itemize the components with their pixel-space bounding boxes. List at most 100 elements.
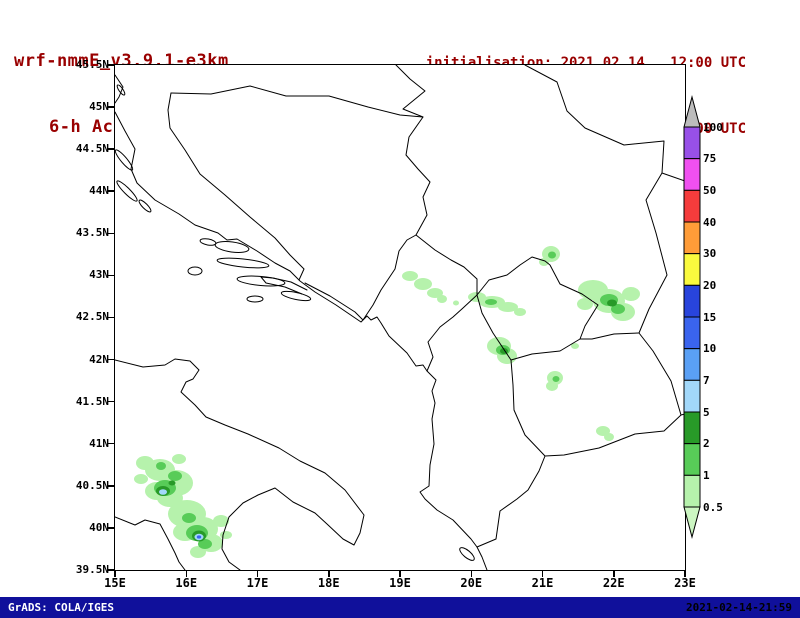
x-axis-tick	[114, 570, 116, 577]
border-croatia-bosnia-south	[304, 282, 363, 320]
x-axis-label: 16E	[175, 576, 198, 590]
x-axis-label: 19E	[389, 576, 411, 590]
border-montenegro-albania	[426, 294, 477, 371]
colorbar-level-label: 30	[703, 247, 717, 261]
colorbar-level-label: 0.5	[703, 500, 723, 514]
y-axis-label: 43N	[89, 268, 109, 282]
x-axis-tick	[185, 570, 187, 577]
y-axis-label: 41N	[89, 436, 109, 450]
coastline-kvarner	[114, 74, 123, 103]
precip-shade-blue	[196, 534, 201, 539]
creation-timestamp-label: 2021-02-14-21:59	[686, 601, 792, 614]
precip-shade-dark-green	[155, 299, 617, 541]
border-drina	[405, 116, 430, 235]
x-axis-label: 20E	[460, 576, 483, 590]
border-kosovo	[476, 256, 598, 360]
colorbar-segment	[683, 189, 701, 223]
colorbar-segment	[683, 158, 701, 191]
map-frame	[113, 63, 686, 571]
y-axis-label: 44.5N	[75, 142, 109, 156]
colorbar-segment	[683, 474, 701, 508]
y-axis-label: 42.5N	[75, 310, 109, 324]
y-axis-tick	[107, 400, 115, 403]
x-axis-label: 15E	[104, 576, 126, 590]
x-axis-label: 17E	[246, 576, 269, 590]
border-serbia-macedonia	[579, 332, 639, 339]
colorbar-segment	[683, 126, 701, 160]
colorbar-segment	[683, 221, 701, 255]
colorbar-level-label: 5	[703, 405, 710, 419]
y-axis-tick	[107, 106, 115, 108]
border-macedonia-albania	[510, 359, 545, 456]
peninsula-peljesac	[260, 276, 307, 294]
coastline-italy-west	[114, 516, 185, 570]
x-axis-tick	[470, 570, 472, 577]
x-axis-label: 22E	[602, 576, 625, 590]
colorbar-segment	[683, 411, 701, 445]
y-axis-tick	[107, 316, 115, 319]
x-axis-tick	[541, 570, 544, 577]
islands-dalmatia	[114, 83, 475, 561]
border-albania-greece	[476, 455, 545, 547]
y-axis-label: 40.5N	[75, 478, 109, 492]
colorbar-segment	[683, 348, 701, 381]
precip-shade-light-green	[133, 245, 640, 558]
colorbar-segment	[683, 284, 701, 318]
y-axis-label: 45.5N	[75, 58, 109, 71]
colorbar-segment	[683, 443, 701, 476]
y-axis-label: 39.5N	[75, 562, 109, 576]
colorbar-under-arrow	[683, 506, 701, 539]
map-canvas	[114, 64, 685, 570]
border-serbia-bulgaria	[638, 172, 667, 333]
y-axis-label: 41.5N	[75, 394, 109, 408]
y-axis-label: 40N	[89, 520, 109, 534]
colorbar-level-label: 10	[703, 342, 717, 356]
footer-bar: GrADS: COLA/IGES 2021-02-14-21:59	[0, 597, 800, 618]
y-axis-tick	[107, 148, 115, 150]
colorbar-segment	[683, 253, 701, 286]
border-sava	[170, 85, 423, 117]
y-axis-tick	[107, 485, 115, 487]
border-macedonia-greece	[544, 414, 681, 456]
y-axis-tick	[107, 527, 115, 529]
x-axis-tick	[613, 570, 615, 577]
colorbar-level-label: 2	[703, 437, 710, 451]
y-axis-label: 44N	[89, 184, 109, 198]
x-axis-label: 18E	[317, 576, 340, 590]
y-axis-tick	[107, 358, 115, 361]
y-axis-tick	[107, 569, 115, 571]
border-serbia-romania	[524, 64, 664, 173]
colorbar-segment	[683, 316, 701, 350]
colorbar-level-label: 40	[703, 215, 717, 229]
colorbar-level-label: 20	[703, 278, 717, 292]
border-bosnia-montenegro	[362, 234, 416, 320]
x-axis-tick	[328, 570, 330, 577]
y-axis-label: 45N	[89, 100, 109, 114]
colorbar-level-label: 75	[703, 152, 717, 166]
colorbar-level-label: 1	[703, 468, 710, 482]
coastlines-and-borders	[114, 64, 685, 570]
coastline-italy-east	[114, 358, 364, 570]
coastline-adriatic-east	[114, 111, 487, 570]
y-axis-tick	[107, 274, 115, 277]
colorbar-over-arrow	[683, 95, 701, 128]
y-axis-label: 42N	[89, 352, 109, 366]
border-croatia-bosnia	[167, 92, 304, 280]
border-romania-bulgaria	[661, 172, 685, 181]
x-axis-tick	[399, 570, 401, 577]
colorbar-level-label: 7	[703, 373, 710, 387]
colorbar-segment	[683, 379, 701, 413]
colorbar	[683, 95, 701, 539]
x-axis-tick	[256, 570, 259, 577]
precip-shade-green	[153, 251, 625, 549]
y-axis-tick	[107, 190, 115, 192]
y-axis-label: 43.5N	[75, 226, 109, 240]
border-serbia-montenegro	[415, 234, 477, 295]
x-axis-tick	[684, 570, 686, 577]
y-axis-tick	[107, 442, 115, 445]
border-macedonia-bulgaria	[638, 332, 681, 415]
x-axis-label: 23E	[674, 576, 696, 590]
colorbar-level-label: 15	[703, 310, 717, 324]
colorbar-level-label: 50	[703, 183, 717, 197]
